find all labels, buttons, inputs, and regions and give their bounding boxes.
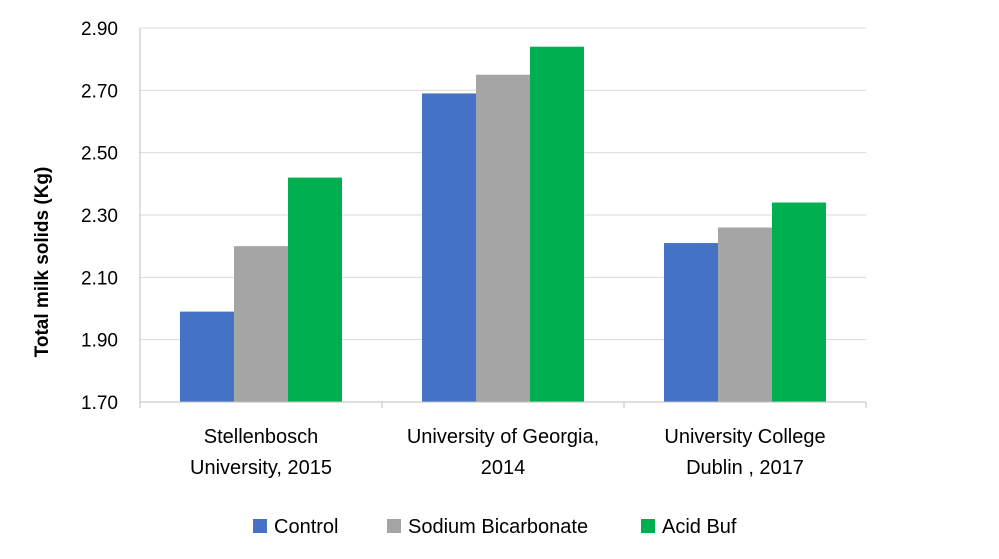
x-category-label: Dublin , 2017 [686, 457, 804, 479]
bar-acid-buf [288, 177, 342, 402]
bar-acid-buf [530, 46, 584, 402]
legend-swatch-acid-buf [641, 519, 655, 533]
x-category-label: University, 2015 [190, 457, 332, 479]
x-category-label: University College [664, 426, 825, 448]
legend-label: Sodium Bicarbonate [408, 516, 588, 538]
bar-control [664, 243, 718, 402]
x-category-label: 2014 [481, 457, 526, 479]
y-tick-label: 2.50 [81, 144, 118, 165]
legend-swatch-sodium-bicarbonate [387, 519, 401, 533]
y-axis-title: Total milk solids (Kg) [32, 167, 53, 358]
axes [139, 28, 867, 408]
bar-sodium-bicarbonate [718, 227, 772, 402]
x-category-label: University of Georgia, [407, 426, 599, 448]
y-tick-label: 2.90 [81, 19, 118, 40]
bar-sodium-bicarbonate [476, 74, 530, 402]
x-category-label: Stellenbosch [204, 426, 319, 448]
legend-label: Acid Buf [662, 516, 737, 538]
bar-control [180, 311, 234, 402]
bar-sodium-bicarbonate [234, 246, 288, 402]
y-tick-label: 1.70 [81, 393, 118, 414]
legend: Control Sodium Bicarbonate Acid Buf [253, 516, 737, 538]
y-tick-label: 2.30 [81, 206, 118, 227]
y-tick-label: 2.70 [81, 81, 118, 102]
bar-acid-buf [772, 202, 826, 402]
bar-control [422, 93, 476, 402]
legend-swatch-control [253, 519, 267, 533]
y-tick-label: 1.90 [81, 331, 118, 352]
bars [180, 46, 826, 402]
labels: 1.70 1.90 2.10 2.30 2.50 2.70 2.90 Stellenbosch… [81, 19, 826, 479]
y-tick-label: 2.10 [81, 268, 118, 289]
legend-label: Control [274, 516, 338, 538]
